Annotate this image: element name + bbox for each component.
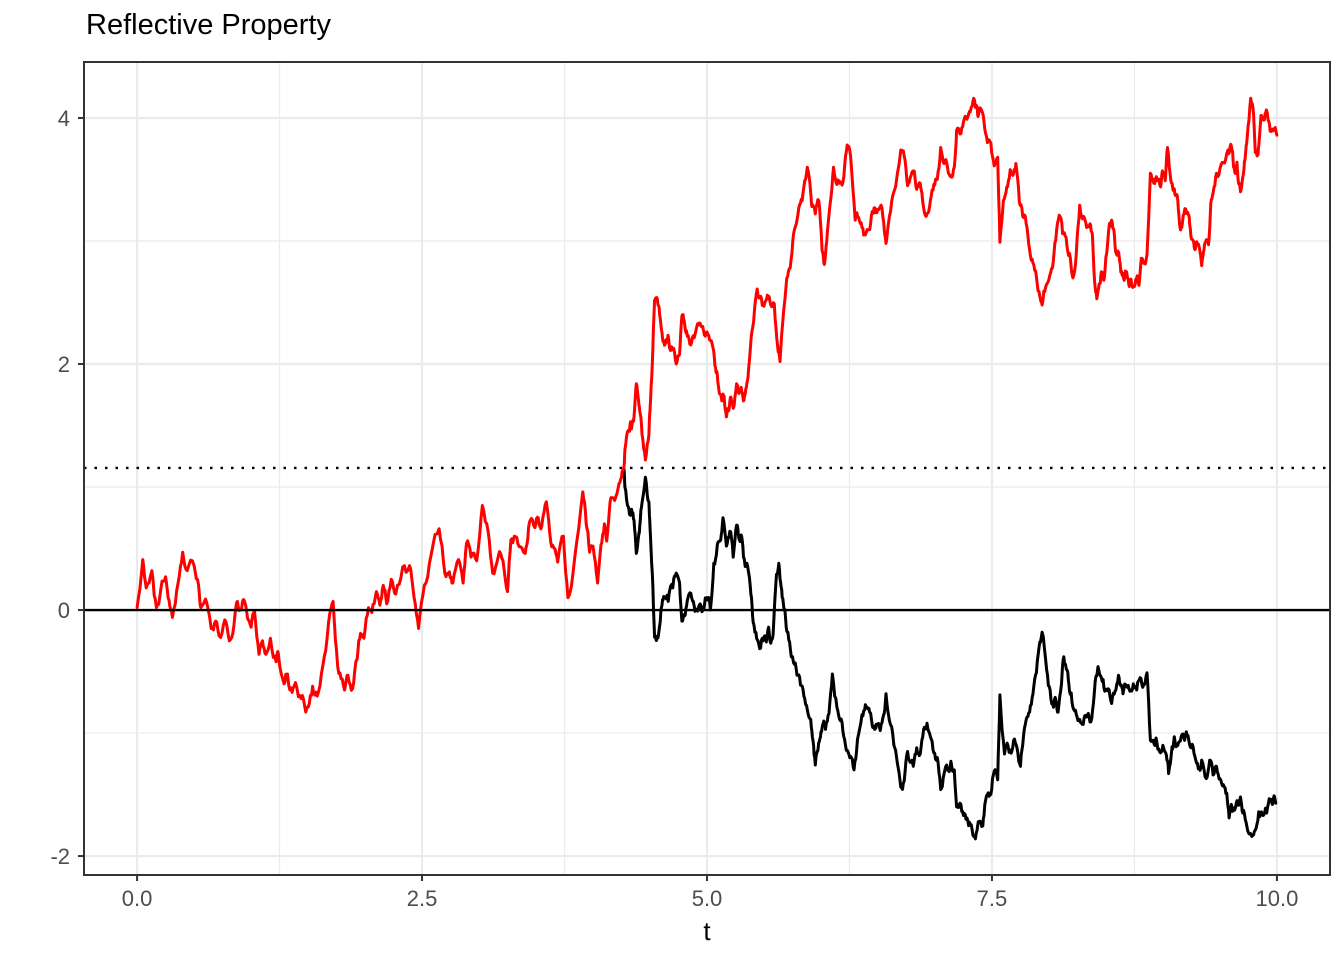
x-tick-label: 0.0 [122,886,153,911]
x-tick-label: 2.5 [407,886,438,911]
y-tick-label: -2 [50,844,70,869]
reference-lines [84,466,1330,612]
axis-ticks [78,116,1278,881]
x-tick-labels: 0.0 2.5 5.0 7.5 10.0 [122,886,1299,911]
series-lines [135,96,1279,841]
original-path-line [622,467,1278,841]
x-tick-label: 7.5 [977,886,1008,911]
chart-title: Reflective Property [86,9,331,41]
x-axis-title: t [703,916,711,946]
x-tick-label: 10.0 [1256,886,1299,911]
y-tick-label: 2 [58,352,70,377]
y-tick-label: 4 [58,106,70,131]
reflected-path-line [135,96,1279,714]
grid-major-lines [84,62,1330,875]
y-tick-labels: 4 2 0 -2 [50,106,70,869]
x-tick-label: 5.0 [692,886,723,911]
y-tick-label: 0 [58,598,70,623]
